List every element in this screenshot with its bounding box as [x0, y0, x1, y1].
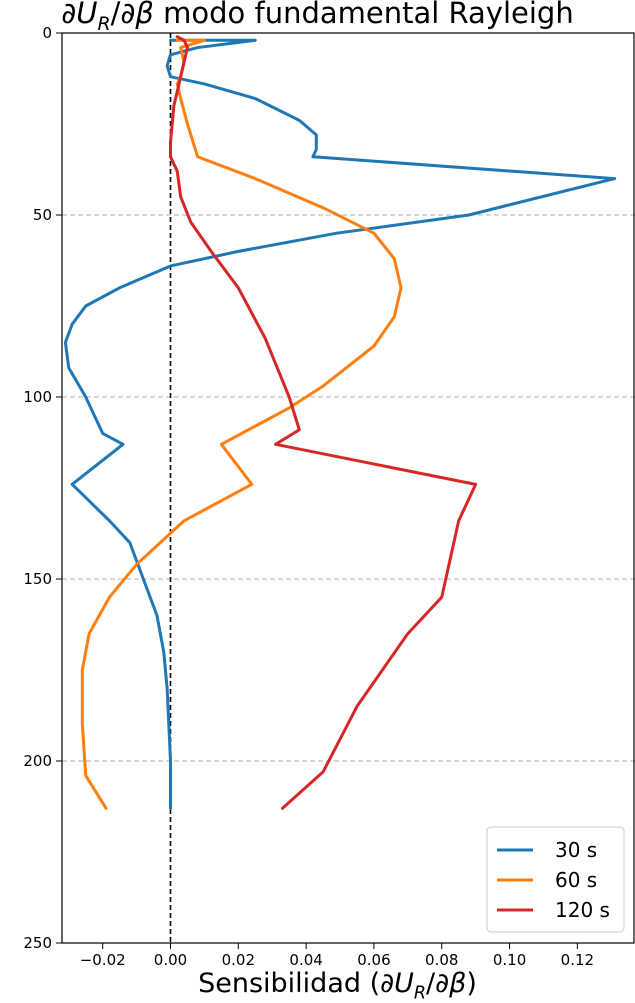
y-tick-label: 100	[23, 388, 52, 406]
x-tick: 0.08	[425, 943, 458, 969]
y-tick: 100	[23, 388, 62, 406]
x-tick-label: 0.04	[289, 951, 322, 969]
series-line-1	[63, 38, 617, 810]
series-line-3	[169, 35, 478, 810]
x-tick-label: 0.08	[425, 951, 458, 969]
x-tick-label: 0.12	[561, 951, 594, 969]
y-tick-label: 200	[23, 752, 52, 770]
y-tick: 50	[33, 206, 62, 224]
grid-layer	[62, 214, 635, 762]
x-tick: 0.02	[222, 943, 255, 969]
x-tick: 0.06	[357, 943, 391, 969]
x-tick: 0.12	[561, 943, 594, 969]
legend-label: 120 s	[555, 898, 610, 922]
legend-label: 30 s	[555, 838, 597, 862]
axes-layer: −0.02 0.00 0.02 0.04 0.06 0.08 0.10 0.12 0 50 100 1…	[23, 24, 635, 969]
x-tick-label: 0.06	[357, 951, 390, 969]
y-tick: 250	[23, 934, 62, 952]
legend-entry: 30 s	[497, 838, 597, 862]
legend-label: 60 s	[555, 868, 597, 892]
x-tick-label: −0.02	[80, 951, 126, 969]
x-tick-label: 0.00	[154, 951, 187, 969]
legend-entry: 120 s	[497, 898, 610, 922]
legend-box	[486, 826, 625, 933]
x-tick: −0.02	[80, 943, 126, 969]
legend: 30 s 60 s 120 s	[486, 826, 625, 933]
y-tick-label: 250	[23, 934, 52, 952]
y-tick-label: 0	[42, 24, 52, 42]
x-tick-label: 0.10	[493, 951, 526, 969]
x-tick: 0.04	[289, 943, 323, 969]
chart-title: ∂UR/∂β modo fundamental Rayleigh	[61, 0, 574, 35]
x-tick: 0.00	[154, 943, 187, 969]
y-tick: 0	[42, 24, 62, 42]
x-axis-label: Sensibilidad (∂UR/∂β)	[198, 968, 477, 1003]
series-layer	[63, 35, 617, 810]
x-tick: 0.10	[493, 943, 526, 969]
y-tick: 200	[23, 752, 62, 770]
y-tick-label: 50	[33, 206, 52, 224]
x-tick-label: 0.02	[222, 951, 255, 969]
plot-frame	[61, 32, 635, 944]
y-tick: 150	[23, 570, 62, 588]
legend-entry: 60 s	[497, 868, 597, 892]
series-line-2	[80, 38, 403, 810]
y-tick-label: 150	[23, 570, 52, 588]
